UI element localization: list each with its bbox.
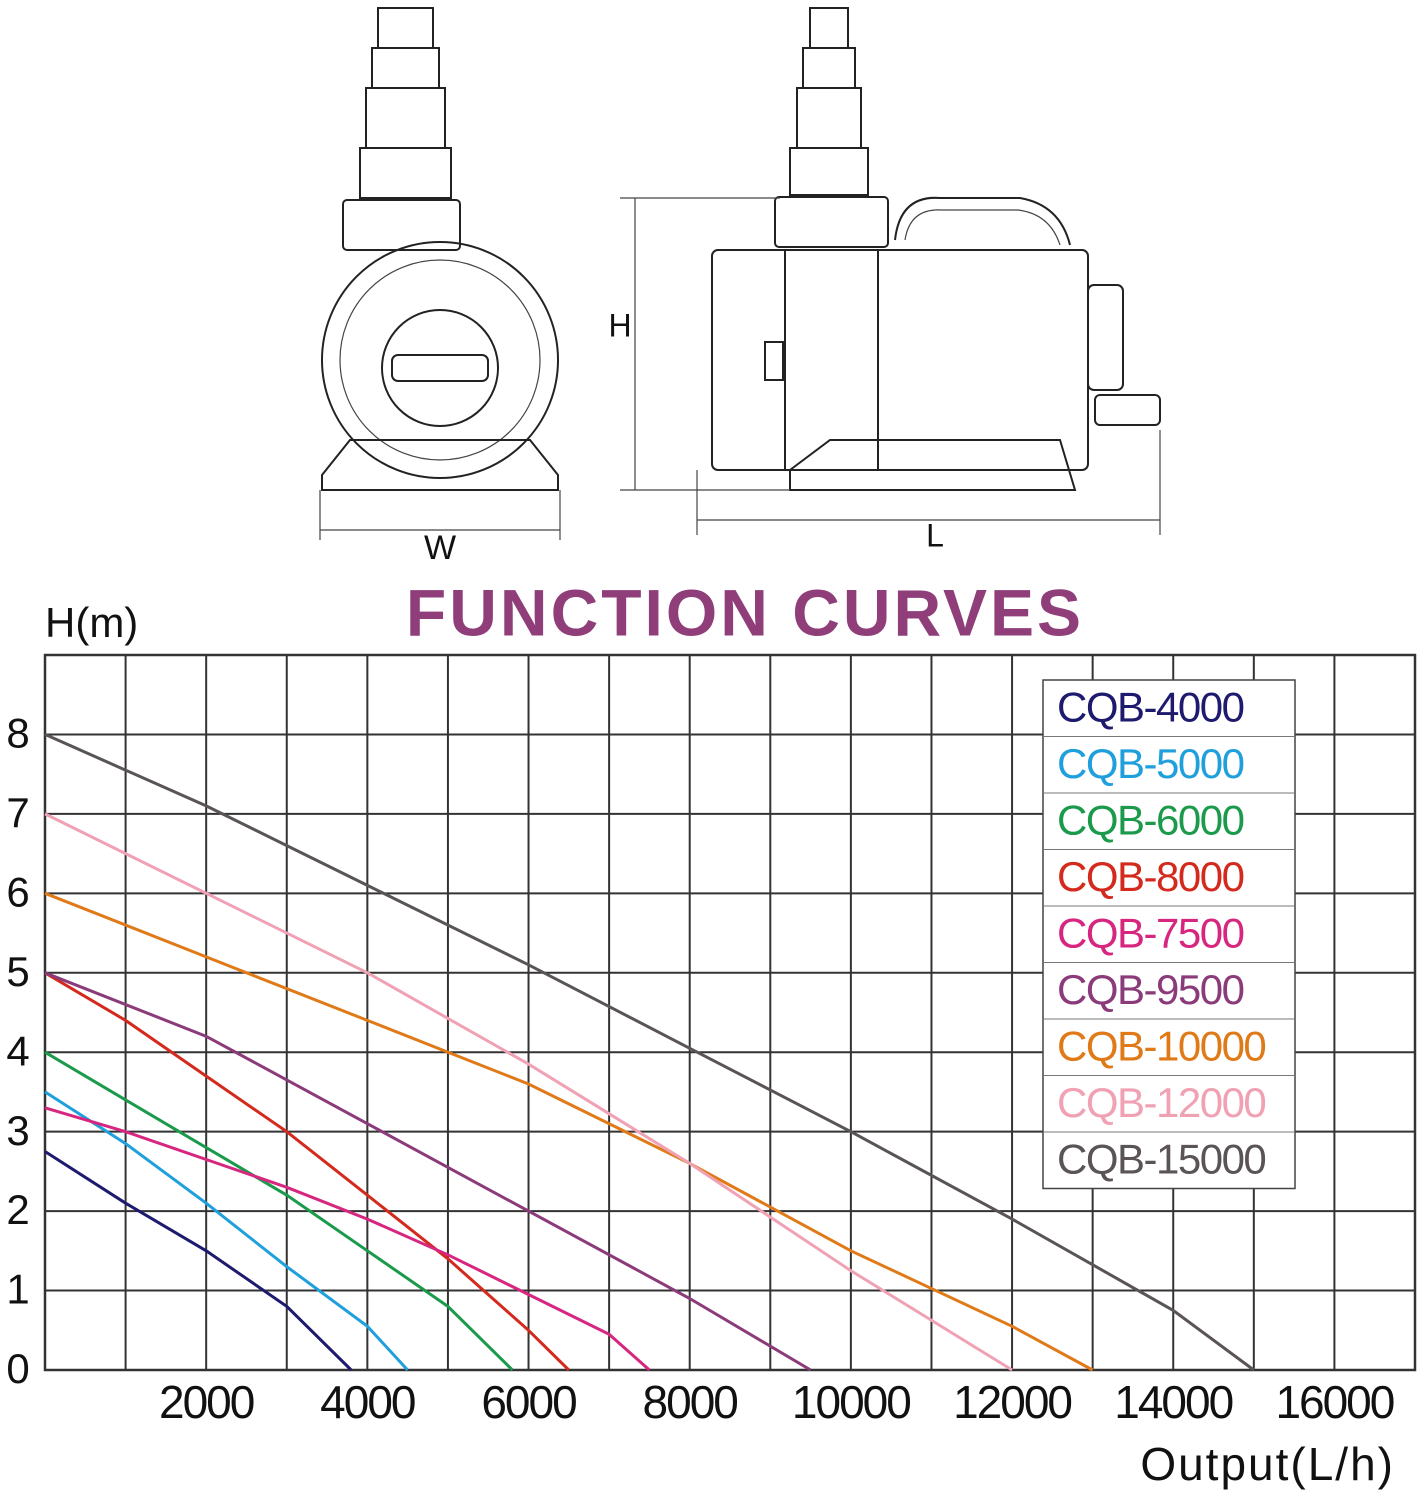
series-line <box>44 733 1255 1372</box>
series-line <box>44 971 570 1372</box>
legend-entry: CQB-10000 <box>1057 1022 1265 1069</box>
legend-entry: CQB-6000 <box>1057 796 1244 843</box>
plot-frame <box>43 653 1417 1372</box>
series-line <box>44 1150 353 1372</box>
x-tick-label: 8000 <box>643 1376 738 1428</box>
series-line <box>44 812 1013 1372</box>
legend-entry: CQB-5000 <box>1057 740 1244 787</box>
series-line <box>44 891 1094 1372</box>
y-tick-label: 6 <box>6 868 29 915</box>
pump-front-view: W <box>319 7 561 567</box>
y-tick-label: 8 <box>6 710 29 757</box>
x-tick-label: 4000 <box>320 1376 415 1428</box>
legend-entry: CQB-15000 <box>1057 1135 1265 1182</box>
y-tick-label: 0 <box>6 1345 29 1392</box>
y-axis-label: H(m) <box>45 599 138 646</box>
series-line <box>44 1090 409 1372</box>
y-tick-label: 5 <box>6 948 29 995</box>
y-tick-label: 7 <box>6 789 29 836</box>
legend: CQB-4000 CQB-5000 CQB-6000 CQB-8000 CQB-7500… <box>1042 679 1296 1190</box>
series-line <box>44 1050 514 1372</box>
x-tick-label: 14000 <box>1114 1376 1232 1428</box>
x-tick-label: 2000 <box>159 1376 254 1428</box>
y-tick-label: 1 <box>6 1266 29 1313</box>
height-label: H <box>608 307 631 343</box>
legend-entry: CQB-4000 <box>1057 683 1244 730</box>
x-tick-label: 16000 <box>1275 1376 1393 1428</box>
width-label: W <box>424 529 456 567</box>
x-tick-label: 6000 <box>481 1376 576 1428</box>
legend-box <box>1042 679 1296 1190</box>
chart-title: FUNCTION CURVES <box>406 575 1084 649</box>
y-tick-label: 3 <box>6 1107 29 1154</box>
legend-entry: CQB-9500 <box>1057 966 1244 1013</box>
x-tick-label: 12000 <box>953 1376 1071 1428</box>
series-line <box>44 971 812 1372</box>
y-tick-label: 4 <box>6 1027 29 1074</box>
legend-entry: CQB-7500 <box>1057 909 1244 956</box>
legend-entry: CQB-12000 <box>1057 1079 1265 1126</box>
x-tick-label: 10000 <box>792 1376 910 1428</box>
length-label: L <box>926 517 944 553</box>
y-tick-label: 2 <box>6 1186 29 1233</box>
legend-entry: CQB-8000 <box>1057 853 1244 900</box>
series-line <box>44 1106 651 1372</box>
pump-side-view: H L <box>608 7 1161 553</box>
x-axis-label: Output(L/h) <box>1140 1438 1395 1490</box>
